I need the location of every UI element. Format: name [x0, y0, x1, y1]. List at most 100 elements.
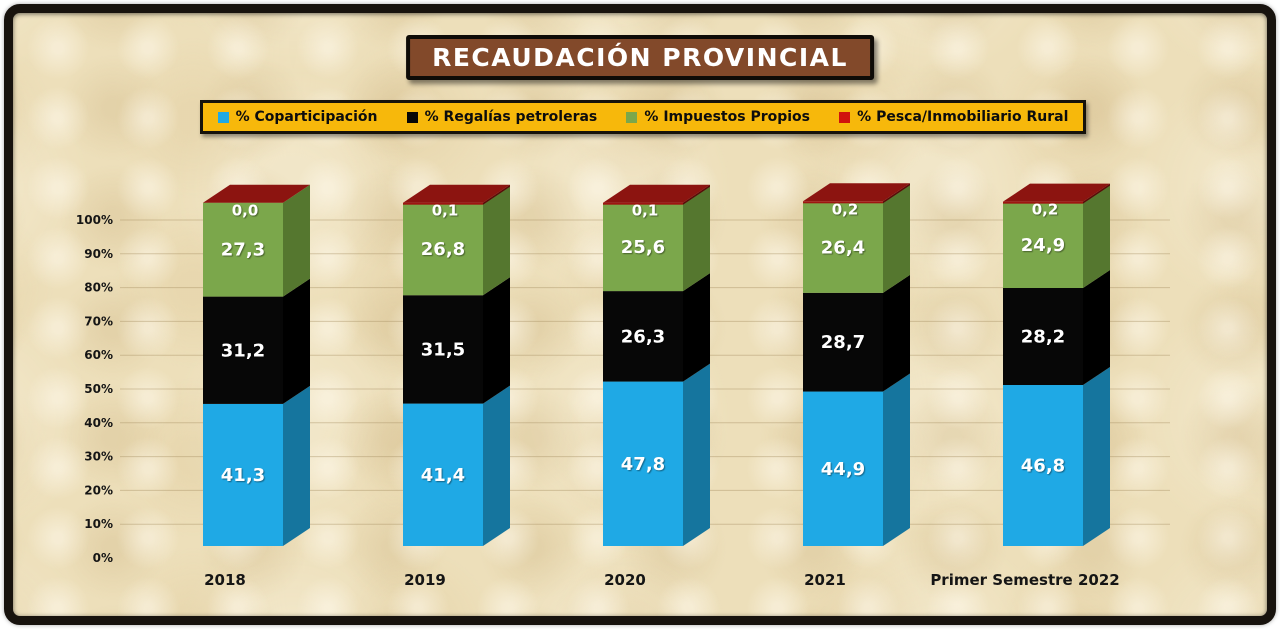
legend-swatch-icon [217, 111, 229, 123]
bar-segment-front [1003, 201, 1083, 204]
bar-top-face [803, 183, 910, 202]
value-label: 25,6 [621, 237, 665, 258]
y-tick-label: 30% [84, 450, 113, 464]
bar-segment-front [603, 381, 683, 546]
legend-item-3: % Pesca/Inmobiliario Rural [839, 109, 1068, 125]
bar-segment-side [1083, 183, 1110, 204]
bar-segment-side [483, 277, 510, 404]
value-label: 31,2 [221, 340, 265, 361]
value-label: 47,8 [621, 454, 665, 475]
y-tick-label: 10% [84, 517, 113, 531]
bar-segment-front [403, 202, 483, 205]
bar-segment-front [403, 203, 483, 296]
legend-swatch-icon [626, 111, 638, 123]
x-category-label: 2018 [204, 571, 246, 589]
value-label: 44,9 [821, 459, 865, 480]
value-label: 28,7 [821, 332, 865, 353]
bar-segment-side [683, 184, 710, 205]
value-label: 28,2 [1021, 327, 1065, 348]
value-label: 24,9 [1021, 235, 1065, 256]
bar-segment-front [1003, 385, 1083, 546]
y-tick-label: 0% [93, 551, 113, 565]
bar-segment-front [1003, 202, 1083, 288]
legend-swatch-icon [839, 111, 851, 123]
legend-label: % Impuestos Propios [644, 109, 811, 125]
bar-segment-side [683, 363, 710, 546]
bar-top-face [203, 184, 310, 203]
value-label: 27,3 [221, 240, 265, 261]
bar-segment-side [483, 184, 510, 205]
value-label: 0,1 [432, 202, 459, 220]
x-category-label: 2020 [604, 571, 646, 589]
bar-segment-side [283, 184, 310, 297]
bar-segment-side [1083, 270, 1110, 386]
value-label: 0,2 [832, 200, 859, 218]
bar-segment-front [403, 403, 483, 546]
y-tick-label: 60% [84, 348, 113, 362]
bar-group: 41,3 31,2 27,3 0,0 [203, 184, 310, 546]
legend-label: % Regalías petroleras [424, 109, 598, 125]
value-label: 41,3 [221, 465, 265, 486]
value-label: 41,4 [421, 465, 465, 486]
bar-segment-front [603, 203, 683, 292]
bar-segment-front [203, 403, 283, 546]
chart-title: RECAUDACIÓN PROVINCIAL [406, 35, 874, 80]
legend-label: % Coparticipación [235, 109, 378, 125]
y-tick-label: 40% [84, 416, 113, 430]
bar-top-face [403, 184, 510, 203]
bar-segment-front [803, 201, 883, 204]
bar-segment-side [883, 373, 910, 546]
y-tick-label: 70% [84, 314, 113, 328]
legend-label: % Pesca/Inmobiliario Rural [857, 109, 1069, 125]
value-label: 0,0 [232, 202, 259, 220]
legend-swatch-icon [406, 111, 418, 123]
chart-title-text: RECAUDACIÓN PROVINCIAL [432, 43, 848, 72]
bar-segment-front [403, 295, 483, 404]
y-tick-label: 100% [76, 213, 113, 227]
value-label: 26,8 [421, 239, 465, 260]
y-tick-label: 50% [84, 382, 113, 396]
bar-segment-front [603, 202, 683, 205]
chart-legend: % Coparticipación % Regalías petroleras % … [200, 100, 1086, 134]
bar-group: 46,8 28,2 24,9 0,2 [1003, 183, 1110, 546]
bar-segment-side [1083, 184, 1110, 288]
legend-item-1: % Regalías petroleras [406, 109, 598, 125]
bar-segment-side [483, 185, 510, 296]
value-label: 26,3 [621, 326, 665, 347]
bar-group: 47,8 26,3 25,6 0,1 [603, 184, 710, 546]
bar-segment-front [1003, 288, 1083, 386]
bar-segment-side [1083, 367, 1110, 546]
bar-top-face [603, 184, 710, 203]
bar-segment-front [203, 296, 283, 404]
legend-item-2: % Impuestos Propios [626, 109, 810, 125]
bar-segment-side [683, 185, 710, 292]
x-category-label: 2021 [804, 571, 846, 589]
bar-segment-side [883, 184, 910, 293]
y-tick-label: 20% [84, 483, 113, 497]
y-tick-label: 80% [84, 281, 113, 295]
bar-segment-front [803, 292, 883, 392]
bar-group: 41,4 31,5 26,8 0,1 [403, 184, 510, 546]
bar-segment-side [883, 274, 910, 392]
x-category-label: 2019 [404, 571, 446, 589]
value-label: 0,1 [632, 202, 659, 220]
value-label: 31,5 [421, 339, 465, 360]
value-label: 0,2 [1032, 201, 1059, 219]
value-label: 26,4 [821, 237, 865, 258]
y-tick-label: 90% [84, 247, 113, 261]
bar-group: 44,9 28,7 26,4 0,2 [803, 183, 910, 546]
x-category-label: Primer Semestre 2022 [930, 571, 1119, 589]
bar-segment-front [803, 391, 883, 546]
value-label: 46,8 [1021, 456, 1065, 477]
bar-segment-front [603, 291, 683, 382]
legend-item-0: % Coparticipación [217, 109, 378, 125]
bar-segment-side [683, 273, 710, 382]
bar-segment-side [283, 385, 310, 546]
bar-segment-front [803, 202, 883, 293]
bar-segment-side [283, 278, 310, 404]
bar-segment-front [203, 202, 283, 297]
bar-top-face [1003, 183, 1110, 202]
bar-segment-side [883, 183, 910, 204]
